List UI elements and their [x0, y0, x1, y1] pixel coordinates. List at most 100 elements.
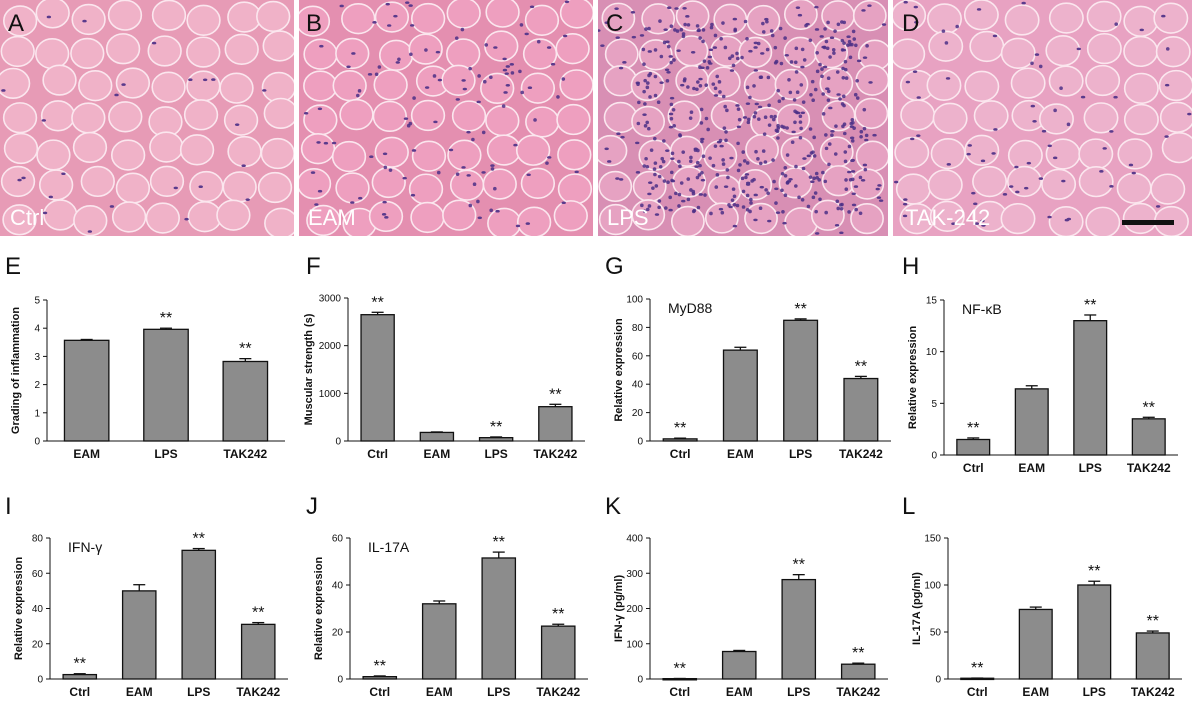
panel-letter-a: A [8, 10, 25, 37]
x-tick-label: TAK242 [839, 447, 883, 461]
y-tick-label: 80 [632, 323, 644, 334]
chart-title: IL-17A [368, 539, 410, 555]
y-tick-label: 0 [37, 675, 43, 686]
significance-marker: ** [74, 656, 86, 673]
significance-marker: ** [967, 420, 979, 437]
x-tick-label: EAM [426, 685, 453, 699]
scale-bar [1122, 220, 1174, 225]
significance-marker: ** [674, 420, 686, 437]
y-tick-label: 0 [335, 437, 341, 448]
significance-marker: ** [552, 606, 564, 623]
y-axis-label: Relative expression [613, 318, 625, 422]
x-tick-label: TAK242 [1131, 685, 1175, 699]
y-tick-label: 60 [332, 534, 344, 545]
bar-eam [1014, 388, 1049, 456]
bar-lps [481, 557, 517, 680]
panel-letter-g: G [605, 253, 624, 280]
y-tick-label: 0 [34, 437, 40, 448]
significance-marker: ** [252, 605, 264, 622]
y-tick-label: 400 [626, 534, 643, 545]
x-tick-label: TAK242 [536, 685, 580, 699]
micrograph-label-tak242: TAK-242 [905, 205, 991, 230]
y-tick-label: 60 [32, 569, 44, 580]
panel-letter-k: K [605, 493, 622, 520]
x-tick-label: EAM [73, 447, 100, 461]
micrograph-d [893, 0, 1192, 236]
y-tick-label: 3000 [319, 294, 342, 305]
y-tick-label: 200 [626, 604, 643, 615]
y-tick-label: 40 [332, 581, 344, 592]
y-tick-label: 5 [34, 296, 40, 307]
y-tick-label: 300 [626, 569, 643, 580]
significance-marker: ** [855, 358, 867, 375]
y-tick-label: 60 [632, 351, 644, 362]
significance-marker: ** [1088, 563, 1100, 580]
y-tick-label: 0 [637, 437, 643, 448]
x-tick-label: Ctrl [967, 685, 988, 699]
bar-eam [1018, 608, 1053, 680]
y-tick-label: 40 [632, 380, 644, 391]
significance-marker: ** [1147, 613, 1159, 630]
bar-eam [63, 339, 110, 442]
y-tick-label: 100 [626, 639, 643, 650]
x-tick-label: TAK242 [223, 447, 267, 461]
y-tick-label: 100 [924, 581, 941, 592]
y-tick-label: 100 [626, 295, 643, 306]
y-tick-label: 150 [924, 534, 941, 545]
x-tick-label: EAM [1018, 461, 1045, 475]
y-tick-label: 20 [632, 408, 644, 419]
micrograph-label-eam: EAM [308, 205, 356, 230]
x-tick-label: TAK242 [1127, 461, 1171, 475]
y-tick-label: 0 [931, 451, 937, 462]
y-tick-label: 20 [332, 628, 344, 639]
y-axis-label: Relative expression [313, 557, 325, 661]
significance-marker: ** [971, 660, 983, 677]
y-axis-label: Relative expression [907, 326, 919, 430]
chart-title: IFN-γ [68, 539, 102, 555]
panel-letter-j: J [306, 493, 318, 520]
y-tick-label: 2000 [319, 341, 342, 352]
bar-tak242 [540, 625, 576, 680]
micrograph-b [299, 0, 593, 236]
x-tick-label: LPS [187, 685, 210, 699]
x-tick-label: Ctrl [963, 461, 984, 475]
y-tick-label: 1 [34, 408, 40, 419]
y-axis-label: Relative expression [13, 557, 25, 661]
x-tick-label: EAM [126, 685, 153, 699]
x-tick-label: EAM [727, 447, 754, 461]
x-tick-label: LPS [487, 685, 510, 699]
x-tick-label: LPS [789, 447, 812, 461]
bar-eam [421, 603, 457, 680]
x-tick-label: EAM [726, 685, 753, 699]
significance-marker: ** [160, 310, 172, 327]
significance-marker: ** [374, 658, 386, 675]
panel-letter-f: F [306, 253, 321, 280]
bar-tak242 [538, 406, 573, 442]
y-tick-label: 0 [337, 675, 343, 686]
panel-letter-d: D [902, 10, 920, 37]
y-tick-label: 0 [935, 675, 941, 686]
x-tick-label: TAK242 [533, 447, 577, 461]
y-tick-label: 1000 [319, 389, 342, 400]
bar-tak242 [1135, 632, 1170, 680]
y-tick-label: 20 [32, 639, 44, 650]
bar-tak242 [843, 377, 879, 442]
y-axis-label: Muscular strength (s) [303, 313, 315, 425]
y-axis-label: IL-17A (pg/ml) [911, 572, 923, 645]
panel-letter-e: E [5, 253, 22, 280]
bar-lps [1077, 584, 1112, 680]
significance-marker: ** [193, 531, 205, 548]
micrograph-label-lps: LPS [607, 205, 649, 230]
y-tick-label: 80 [32, 534, 44, 545]
y-tick-label: 2 [34, 380, 40, 391]
x-tick-label: EAM [424, 447, 451, 461]
significance-marker: ** [493, 534, 505, 551]
significance-marker: ** [674, 660, 686, 677]
panel-letter-c: C [606, 10, 624, 37]
y-tick-label: 40 [32, 604, 44, 615]
bar-lps [783, 319, 819, 442]
panel-letter-h: H [902, 253, 920, 280]
x-tick-label: EAM [1022, 685, 1049, 699]
panel-letter-l: L [902, 493, 916, 520]
significance-marker: ** [549, 386, 561, 403]
